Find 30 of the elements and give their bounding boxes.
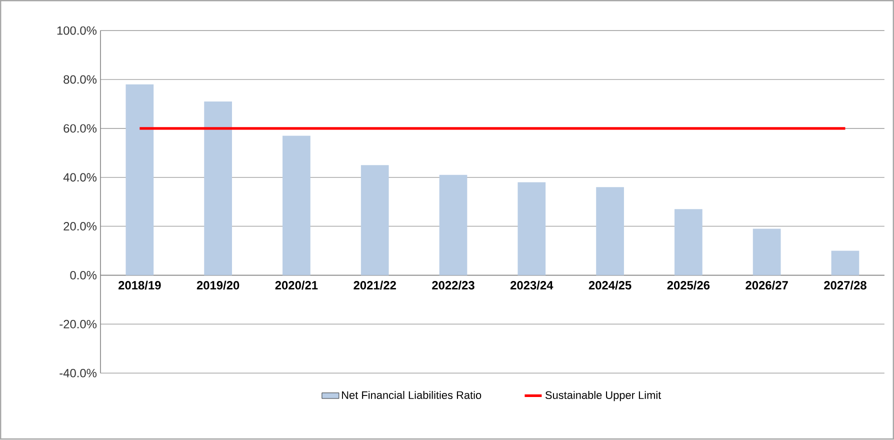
bar	[204, 102, 232, 276]
y-tick-label: 20.0%	[64, 222, 97, 231]
y-tick-label: -20.0%	[60, 320, 97, 329]
x-tick-label: 2027/28	[824, 280, 866, 290]
legend-label: Sustainable Upper Limit	[545, 391, 662, 402]
y-tick-label: 100.0%	[57, 26, 97, 35]
bar	[439, 175, 468, 276]
y-tick-label: 0.0%	[70, 271, 97, 280]
x-tick-label: 2021/22	[354, 280, 396, 290]
x-tick-label: 2020/21	[275, 280, 318, 290]
bar	[518, 182, 546, 276]
bar	[360, 165, 389, 276]
bar	[752, 228, 781, 276]
bar	[831, 250, 860, 276]
x-tick-label: 2026/27	[746, 280, 788, 290]
y-tick-label: 80.0%	[64, 75, 97, 84]
bar	[674, 209, 702, 276]
bar	[282, 136, 310, 276]
bar	[596, 187, 624, 276]
x-tick-label: 2019/20	[196, 280, 240, 290]
bar	[126, 84, 154, 276]
x-tick-label: 2024/25	[588, 280, 632, 290]
legend-label: Net Financial Liabilities Ratio	[342, 391, 482, 400]
y-tick-label: 40.0%	[63, 173, 97, 182]
y-tick-label: 60.0%	[64, 124, 97, 133]
x-tick-label: 2023/24	[510, 280, 554, 290]
x-tick-label: 2018/19	[118, 280, 161, 290]
y-tick-label: -40.0%	[60, 369, 97, 378]
x-tick-label: 2022/23	[432, 280, 474, 290]
x-tick-label: 2025/26	[667, 280, 710, 290]
